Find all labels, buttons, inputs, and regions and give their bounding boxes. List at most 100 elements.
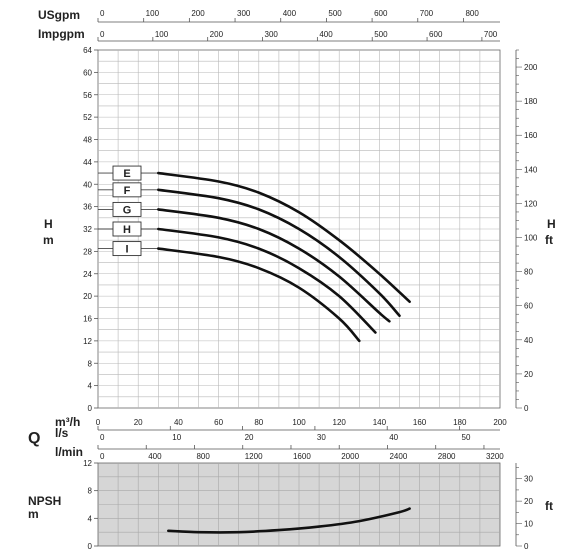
m3h-tick-label: 180 bbox=[453, 418, 467, 427]
curve-label-E: E bbox=[123, 168, 130, 180]
usgpm-tick-label: 800 bbox=[465, 9, 479, 18]
impgpm-tick-label: 700 bbox=[484, 30, 498, 39]
npsh-ft-ticks: 0 10 20 30 bbox=[515, 463, 533, 551]
curve-label-box-F bbox=[112, 182, 142, 198]
impgpm-tick-label: 100 bbox=[155, 30, 169, 39]
ft-tick-label: 160 bbox=[524, 131, 538, 140]
npsh-ft-tick-label: 10 bbox=[524, 520, 533, 529]
m3h-tick-label: 100 bbox=[292, 418, 306, 427]
h-tick-label: 20 bbox=[83, 292, 92, 301]
ft-tick-label: 40 bbox=[524, 336, 533, 345]
curve-E bbox=[157, 171, 411, 303]
impgpm-tick-label: 400 bbox=[319, 30, 333, 39]
impgpm-label: Impgpm bbox=[38, 27, 85, 41]
head-grid bbox=[98, 50, 500, 408]
ft-tick-label: 20 bbox=[524, 370, 533, 379]
ft-tick-label: 120 bbox=[524, 199, 538, 208]
ls-tick-label: 20 bbox=[245, 433, 254, 442]
impgpm-ticks: 0 100 200 300 400 500 600 700 bbox=[97, 30, 498, 41]
h-tick-label: 44 bbox=[83, 158, 92, 167]
curve-label-box-H bbox=[112, 221, 142, 237]
usgpm-tick-label: 200 bbox=[191, 9, 205, 18]
m3h-tick-label: 120 bbox=[333, 418, 347, 427]
npsh-tick-label: 0 bbox=[88, 542, 93, 551]
npsh-ft-tick-label: 20 bbox=[524, 497, 533, 506]
ft-tick-label: 140 bbox=[524, 165, 538, 174]
m3h-tick-label: 80 bbox=[254, 418, 263, 427]
ft-tick-label: 0 bbox=[524, 404, 529, 413]
h-axis-unit-left: m bbox=[43, 233, 54, 247]
lmin-tick-label: 400 bbox=[148, 452, 162, 461]
m3h-label: m³/h bbox=[55, 415, 80, 429]
impgpm-tick-label: 0 bbox=[100, 30, 105, 39]
m3h-tick-label: 40 bbox=[174, 418, 183, 427]
h-axis-unit-right: ft bbox=[545, 233, 553, 247]
impgpm-tick-label: 600 bbox=[429, 30, 443, 39]
usgpm-tick-label: 100 bbox=[146, 9, 160, 18]
curve-G bbox=[157, 208, 391, 323]
lmin-tick-label: 3200 bbox=[486, 452, 504, 461]
m3h-ticks: 0 20 40 60 80 100 120 140 160 180 200 bbox=[96, 418, 507, 427]
lmin-scale: l/min 0 400 800 1200 1600 2000 2400 2800 3200 bbox=[55, 445, 504, 461]
npsh-tick-label: 12 bbox=[83, 459, 92, 468]
curve-label-G: G bbox=[123, 204, 132, 216]
npsh-curve-0 bbox=[167, 507, 411, 534]
npsh-ft-tick-label: 0 bbox=[524, 542, 529, 551]
h-tick-label: 24 bbox=[83, 270, 92, 279]
usgpm-tick-label: 700 bbox=[420, 9, 434, 18]
m3h-tick-label: 20 bbox=[134, 418, 143, 427]
impgpm-tick-label: 500 bbox=[374, 30, 388, 39]
h-tick-label: 64 bbox=[83, 46, 92, 55]
m3h-tick-label: 200 bbox=[493, 418, 507, 427]
usgpm-scale: USgpm 0 100 200 300 400 500 600 700 800 bbox=[38, 8, 500, 23]
h-tick-label: 0 bbox=[88, 404, 93, 413]
usgpm-label: USgpm bbox=[38, 8, 80, 22]
ls-tick-label: 10 bbox=[172, 433, 181, 442]
h-tick-label: 40 bbox=[83, 180, 92, 189]
m3h-tick-label: 160 bbox=[413, 418, 427, 427]
usgpm-ticks: 0 100 200 300 400 500 600 700 800 bbox=[97, 9, 479, 22]
m3h-tick-label: 0 bbox=[96, 418, 101, 427]
lmin-tick-label: 0 bbox=[100, 452, 105, 461]
ls-label: l/s bbox=[55, 426, 69, 440]
impgpm-tick-label: 200 bbox=[210, 30, 224, 39]
lmin-tick-label: 1600 bbox=[293, 452, 311, 461]
ft-tick-label: 60 bbox=[524, 302, 533, 311]
npsh-axis-label: NPSH bbox=[28, 494, 61, 508]
h-tick-label: 48 bbox=[83, 136, 92, 145]
npsh-curves bbox=[167, 507, 411, 534]
npsh-ft-tick-label: 30 bbox=[524, 475, 533, 484]
head-ft-ticks: 0 20 40 60 80 100 120 140 160 180 200 bbox=[515, 49, 538, 413]
ft-tick-label: 180 bbox=[524, 97, 538, 106]
npsh-axis-unit: m bbox=[28, 507, 39, 521]
h-tick-label: 8 bbox=[88, 359, 93, 368]
impgpm-tick-label: 300 bbox=[265, 30, 279, 39]
lmin-tick-label: 1200 bbox=[245, 452, 263, 461]
m3h-scale: m³/h 0 20 40 60 80 100 120 140 160 180 200 bbox=[55, 415, 507, 429]
lmin-label: l/min bbox=[55, 445, 83, 459]
curve-label-F: F bbox=[124, 185, 131, 197]
h-axis-label-left: H bbox=[44, 217, 53, 231]
h-tick-label: 52 bbox=[83, 113, 92, 122]
usgpm-tick-label: 0 bbox=[100, 9, 105, 18]
curve-label-box-G bbox=[112, 201, 142, 217]
ls-ticks: 0 10 20 30 40 50 bbox=[97, 426, 471, 442]
ls-tick-label: 40 bbox=[389, 433, 398, 442]
usgpm-tick-label: 600 bbox=[374, 9, 388, 18]
usgpm-tick-label: 300 bbox=[237, 9, 251, 18]
npsh-grid bbox=[98, 463, 500, 546]
lmin-tick-label: 2000 bbox=[341, 452, 359, 461]
h-tick-label: 12 bbox=[83, 337, 92, 346]
curve-label-box-E bbox=[112, 165, 142, 181]
lmin-tick-label: 2800 bbox=[438, 452, 456, 461]
m3h-tick-label: 140 bbox=[373, 418, 387, 427]
h-axis-label-right: H bbox=[547, 217, 556, 231]
usgpm-tick-label: 400 bbox=[283, 9, 297, 18]
curve-F bbox=[157, 188, 401, 317]
curve-label-H: H bbox=[123, 224, 131, 236]
h-tick-label: 16 bbox=[83, 315, 92, 324]
curve-label-I: I bbox=[125, 244, 128, 256]
ft-tick-label: 200 bbox=[524, 63, 538, 72]
